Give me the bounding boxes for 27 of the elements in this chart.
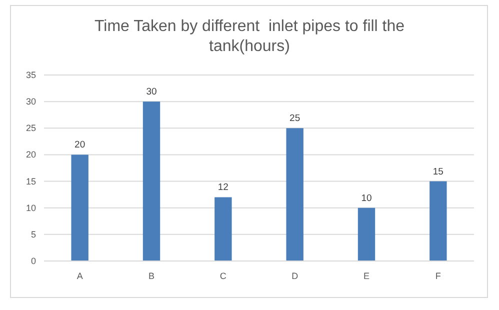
y-tick-label: 25 bbox=[26, 123, 36, 134]
y-tick-label: 15 bbox=[26, 176, 36, 186]
data-label: 30 bbox=[146, 86, 157, 98]
data-label: 10 bbox=[361, 192, 372, 204]
y-tick-label: 5 bbox=[30, 229, 36, 240]
y-tick-label: 20 bbox=[26, 150, 36, 160]
data-label: 20 bbox=[74, 140, 86, 151]
x-tick-label: E bbox=[363, 271, 370, 281]
y-tick-label: 0 bbox=[30, 256, 36, 266]
bar bbox=[214, 197, 232, 261]
chart-title: Time Taken by different inlet pipes to fill the tank(hours) bbox=[94, 18, 405, 55]
data-label: 25 bbox=[290, 113, 300, 124]
bar bbox=[71, 154, 88, 261]
bar bbox=[430, 181, 447, 261]
y-tick-label: 30 bbox=[26, 96, 36, 107]
x-tick-label: F bbox=[435, 271, 442, 281]
x-tick-label: A bbox=[76, 271, 83, 281]
bar bbox=[286, 128, 304, 261]
y-tick-label: 10 bbox=[26, 202, 36, 213]
x-tick-label: B bbox=[148, 271, 155, 281]
y-tick-label: 35 bbox=[26, 70, 36, 80]
bar bbox=[358, 208, 376, 261]
bar bbox=[142, 102, 160, 261]
x-tick-label: C bbox=[220, 271, 227, 281]
data-label: 15 bbox=[432, 166, 444, 178]
data-label: 12 bbox=[218, 182, 228, 194]
x-tick-label: D bbox=[292, 271, 299, 281]
